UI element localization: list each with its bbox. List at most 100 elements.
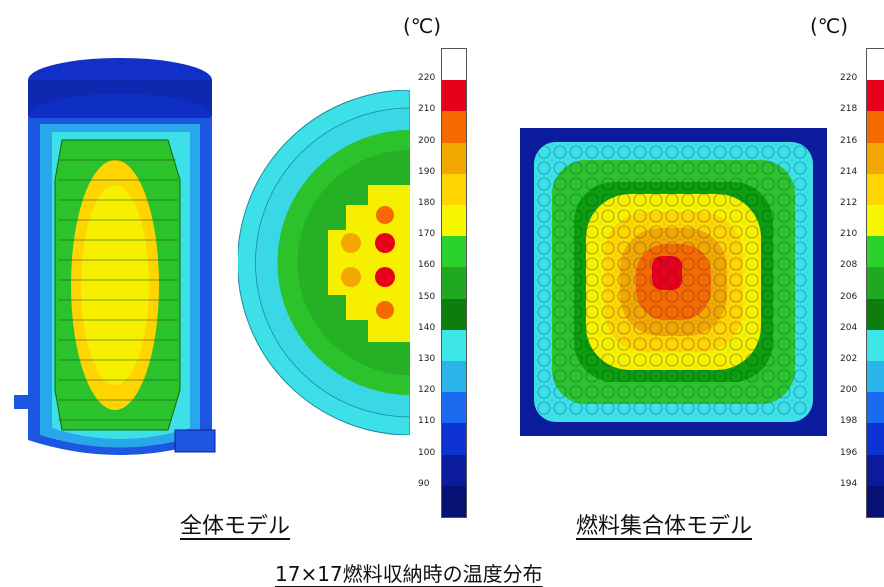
fuel-rod	[713, 145, 727, 159]
fuel-rod	[617, 385, 631, 399]
fuel-rod	[761, 321, 775, 335]
right-tick-label: 200	[840, 385, 858, 396]
fuel-rod	[585, 193, 599, 207]
fuel-rod	[777, 161, 791, 175]
fuel-rod	[601, 385, 615, 399]
fuel-rod	[665, 289, 679, 303]
fuel-rod	[777, 209, 791, 223]
fuel-rod	[745, 401, 759, 415]
fuel-rod	[681, 305, 695, 319]
fuel-rod	[761, 369, 775, 383]
fuel-rod	[537, 305, 551, 319]
fuel-rod	[633, 353, 647, 367]
left-colorbar-segment	[442, 205, 466, 237]
fuel-rod	[777, 385, 791, 399]
left-tick-label: 140	[418, 322, 436, 333]
fuel-rod	[585, 161, 599, 175]
fuel-rod	[617, 193, 631, 207]
left-tick-label: 130	[418, 354, 436, 364]
fuel-rod	[617, 353, 631, 367]
fuel-rod	[729, 193, 743, 207]
fuel-rod	[793, 289, 807, 303]
fuel-rod	[745, 353, 759, 367]
fuel-rod	[553, 161, 567, 175]
right-tick-label: 216	[840, 135, 858, 146]
right-tick-label: 198	[840, 416, 858, 427]
fuel-rod	[777, 337, 791, 351]
fuel-rod	[681, 353, 695, 367]
fuel-rod	[729, 369, 743, 383]
fuel-rod	[681, 257, 695, 271]
fuel-rod	[601, 369, 615, 383]
fuel-rod	[617, 241, 631, 255]
fuel-rod	[617, 401, 631, 415]
fuel-rod	[761, 161, 775, 175]
fuel-rod	[537, 289, 551, 303]
fuel-rod	[585, 289, 599, 303]
fuel-rod	[761, 177, 775, 191]
left-tick-label: 170	[418, 229, 436, 240]
left-colorbar	[441, 48, 467, 518]
fuel-rod	[649, 289, 663, 303]
left-tick-label: 150	[418, 291, 436, 302]
fuel-rod	[777, 257, 791, 271]
fuel-rod	[601, 337, 615, 351]
fuel-rod	[585, 177, 599, 191]
fuel-rod	[745, 273, 759, 287]
fuel-rod	[729, 353, 743, 367]
fuel-rod	[553, 145, 567, 159]
fuel-rod	[665, 145, 679, 159]
fuel-rod	[761, 209, 775, 223]
fuel-rod	[553, 305, 567, 319]
fuel-rod	[585, 337, 599, 351]
fuel-rod	[761, 193, 775, 207]
fuel-rod	[537, 177, 551, 191]
left-tick-label: 160	[418, 260, 436, 271]
fuel-rod	[681, 209, 695, 223]
fuel-rod	[745, 305, 759, 319]
fuel-rod	[793, 193, 807, 207]
fuel-rod	[681, 401, 695, 415]
right-tick-label: 220	[840, 73, 858, 84]
fuel-rod	[553, 257, 567, 271]
fuel-rod	[601, 353, 615, 367]
fuel-rod	[777, 177, 791, 191]
fuel-rod	[601, 305, 615, 319]
fuel-rod	[761, 289, 775, 303]
figure-title: 17×17燃料収納時の温度分布	[275, 562, 543, 586]
fuel-rod	[585, 209, 599, 223]
left-colorbar-segment	[442, 298, 466, 331]
fuel-rod	[585, 273, 599, 287]
right-colorbar-segment	[867, 267, 884, 300]
fuel-rod	[777, 193, 791, 207]
fuel-rod	[793, 225, 807, 239]
left-tick-label: 190	[418, 166, 436, 177]
fuel-rod	[649, 273, 663, 287]
fuel-rod	[617, 273, 631, 287]
left-tick-label: 100	[418, 447, 436, 458]
right-tick-label: 214	[840, 166, 858, 177]
fuel-rod	[697, 177, 711, 191]
fuel-rod	[553, 193, 567, 207]
fuel-rod	[729, 385, 743, 399]
fuel-rod	[793, 369, 807, 383]
fuel-rod	[585, 321, 599, 335]
fuel-rod	[713, 273, 727, 287]
fuel-rod	[665, 321, 679, 335]
fuel-rod	[569, 225, 583, 239]
fuel-rod	[537, 145, 551, 159]
fuel-rod	[793, 241, 807, 255]
right-unit-label: (℃)	[810, 14, 849, 38]
fuel-rod	[617, 305, 631, 319]
fuel-rod	[553, 289, 567, 303]
fuel-rod	[537, 401, 551, 415]
fuel-rod	[713, 257, 727, 271]
fuel-rod	[617, 177, 631, 191]
right-model-caption: 燃料集合体モデル	[576, 514, 753, 539]
fuel-rod	[633, 321, 647, 335]
left-model-caption: 全体モデル	[180, 514, 291, 539]
fuel-rod	[729, 321, 743, 335]
fuel-rod	[569, 273, 583, 287]
cask-cutaway-view	[14, 58, 216, 455]
fuel-rod	[713, 225, 727, 239]
